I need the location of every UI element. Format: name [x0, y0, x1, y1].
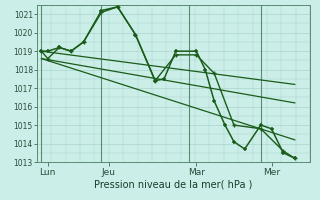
X-axis label: Pression niveau de la mer( hPa ): Pression niveau de la mer( hPa )	[94, 179, 253, 189]
